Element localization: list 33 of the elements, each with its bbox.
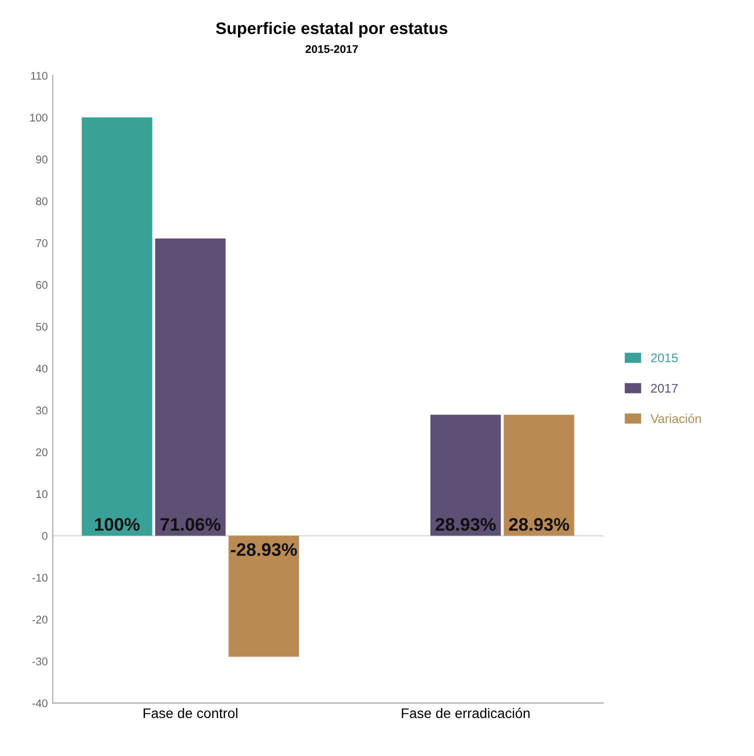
data-label: -28.93% [230, 543, 297, 556]
bar [504, 414, 574, 536]
x-tick-label: Fase de erradicación [402, 708, 530, 718]
bar [155, 238, 226, 536]
y-tick-label: 110 [31, 72, 48, 80]
y-tick-label: 90 [36, 156, 48, 164]
y-tick-label: 40 [36, 364, 48, 373]
data-label: 28.93% [436, 518, 496, 531]
y-tick-label: 10 [36, 490, 48, 498]
y-tick-label: -10 [32, 574, 48, 582]
y-tick-label: 0 [42, 532, 48, 540]
data-label: 71.06% [160, 518, 221, 531]
bar [228, 536, 299, 657]
legend-label: 2015 [651, 353, 678, 362]
y-tick-label: 50 [36, 322, 48, 331]
bar [430, 414, 501, 536]
y-tick-label: 100 [30, 114, 48, 122]
y-tick-label: 30 [36, 406, 48, 414]
y-tick-label: 80 [36, 197, 48, 206]
chart-title: Superficie estatal por estatus [216, 22, 448, 38]
y-tick-label: 20 [36, 448, 48, 456]
y-tick-label: -40 [32, 699, 48, 708]
x-tick-label: Fase de control [144, 708, 238, 718]
legend-label: 2017 [651, 384, 678, 393]
legend-label: Variación [650, 414, 701, 424]
bar [82, 117, 152, 536]
y-tick-label: 70 [36, 239, 48, 248]
y-tick-label: 60 [36, 281, 48, 289]
y-tick-label: -30 [32, 658, 48, 666]
chart-subtitle: 2015-2017 [306, 45, 358, 54]
data-label: 28.93% [508, 518, 570, 531]
data-label: 100% [95, 518, 140, 531]
y-tick-label: -20 [32, 616, 48, 624]
